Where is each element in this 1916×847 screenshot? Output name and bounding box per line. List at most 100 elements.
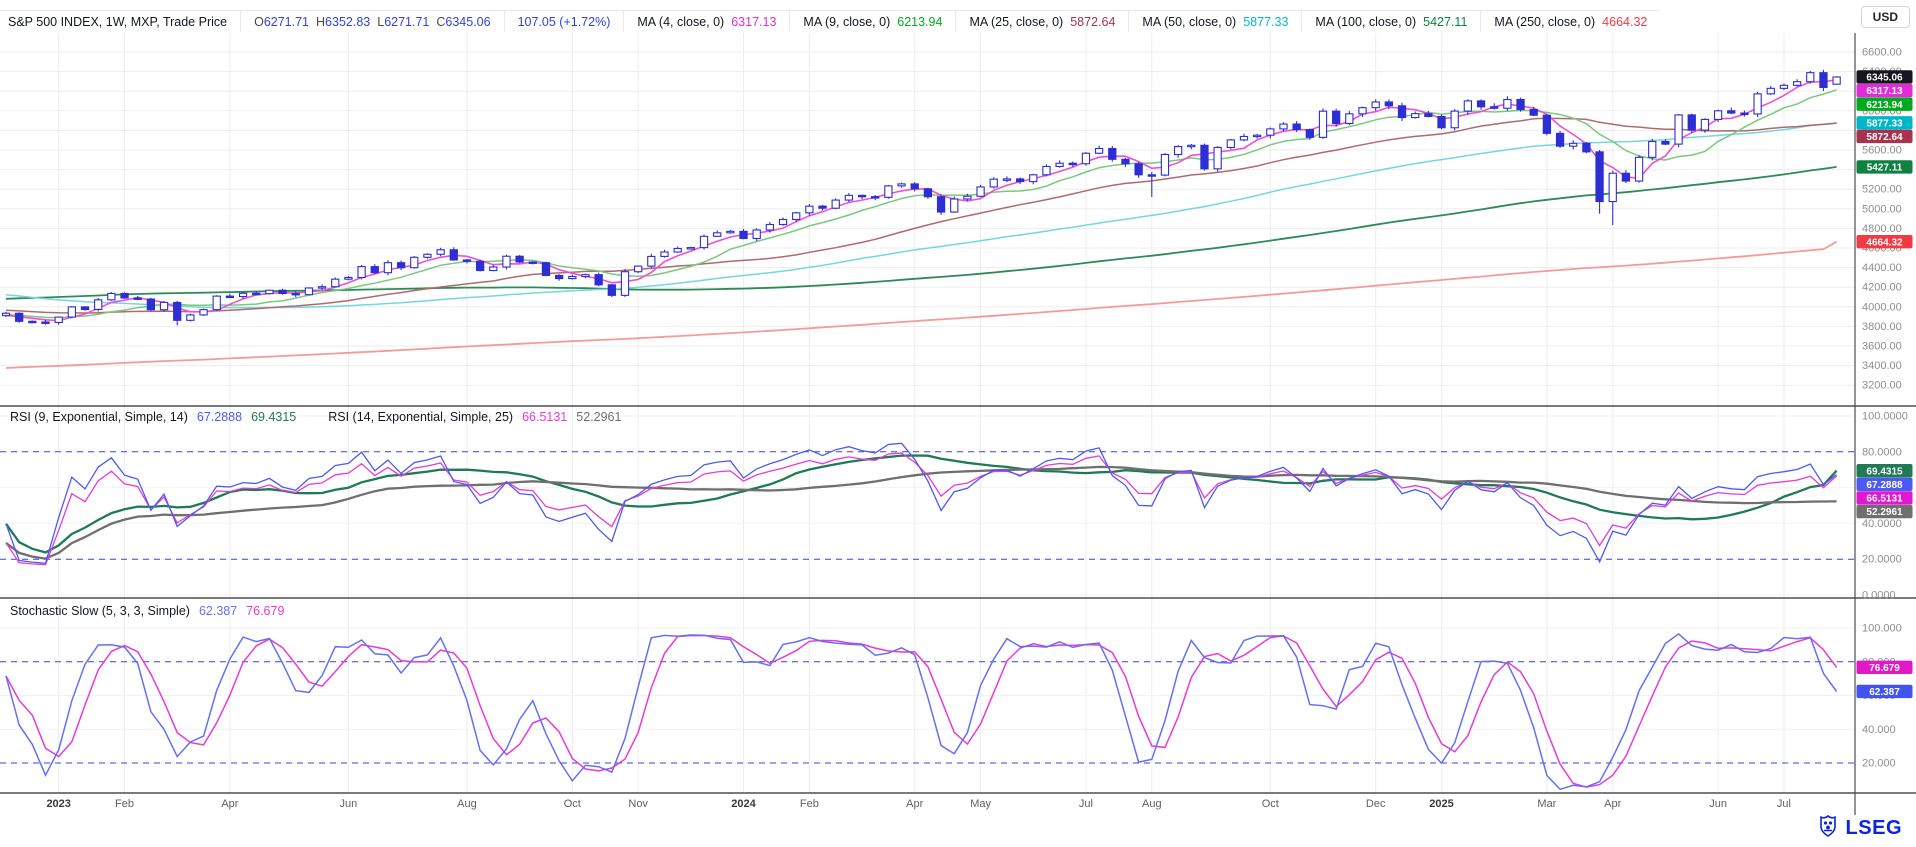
svg-text:62.387: 62.387 bbox=[1869, 687, 1900, 698]
candle bbox=[1173, 145, 1183, 158]
candle bbox=[357, 265, 366, 280]
rsi-9-line bbox=[5, 442, 1837, 564]
candle bbox=[317, 284, 327, 290]
axis-badge bbox=[1856, 160, 1913, 174]
stochastic-legend[interactable]: Stochastic Slow (5, 3, 3, Simple) 62.387… bbox=[10, 604, 284, 618]
candle bbox=[963, 193, 972, 202]
candle bbox=[1700, 118, 1710, 133]
candle bbox=[462, 259, 472, 264]
legend-ma-50[interactable]: MA (50, close, 0) 5877.33 bbox=[1128, 10, 1302, 32]
candle bbox=[1094, 145, 1104, 155]
ma-9-value: 6213.94 bbox=[897, 14, 943, 29]
candle bbox=[620, 269, 630, 297]
svg-text:20.0000: 20.0000 bbox=[1862, 554, 1902, 566]
candle bbox=[844, 193, 854, 203]
time-axis[interactable]: 2023 Feb Apr Jun Aug Oct Nov 2024 Feb Apr May Jul Au… bbox=[46, 798, 1791, 810]
candle bbox=[1608, 170, 1617, 225]
candle bbox=[1121, 157, 1130, 167]
time-axis-label: May bbox=[970, 798, 991, 810]
svg-text:76.679: 76.679 bbox=[1869, 663, 1900, 674]
candle bbox=[1555, 130, 1565, 148]
candle bbox=[1, 311, 11, 318]
legend-ma-100[interactable]: MA (100, close, 0) 5427.11 bbox=[1301, 10, 1481, 32]
time-axis-label: Nov bbox=[628, 798, 648, 810]
ma-250-value: 4664.32 bbox=[1602, 14, 1648, 29]
instrument-cell[interactable]: S&P 500 INDEX, 1W, MXP, Trade Price bbox=[0, 10, 241, 32]
stochastic-d-value: 76.679 bbox=[246, 604, 285, 618]
candle bbox=[80, 306, 90, 311]
candle bbox=[699, 234, 709, 250]
candle bbox=[1187, 143, 1196, 150]
candle bbox=[1424, 110, 1433, 118]
time-axis-label: Jun bbox=[1709, 798, 1727, 810]
candle bbox=[1358, 106, 1367, 117]
svg-text:4200.00: 4200.00 bbox=[1862, 282, 1902, 294]
candle bbox=[1239, 133, 1249, 142]
close-label: C bbox=[436, 14, 446, 29]
main-chart-legend[interactable]: S&P 500 INDEX, 1W, MXP, Trade Price O627… bbox=[0, 0, 1854, 32]
candle bbox=[225, 293, 235, 299]
candle bbox=[344, 275, 353, 281]
change-value: 107.05 (+1.72%) bbox=[517, 14, 611, 29]
price-axis-badges: 6345.06 6317.13 6213.94 5877.33 5872.64 5427.… bbox=[1856, 70, 1913, 699]
candle bbox=[1819, 69, 1828, 92]
legend-ma-250[interactable]: MA (250, close, 0) 4664.32 bbox=[1480, 10, 1661, 32]
candle bbox=[107, 292, 116, 301]
panel-dividers[interactable] bbox=[0, 33, 1916, 815]
time-axis-label: Aug bbox=[1142, 798, 1162, 810]
candle bbox=[1727, 107, 1736, 115]
lseg-crest-icon bbox=[1816, 814, 1840, 843]
candle bbox=[436, 247, 445, 257]
candle bbox=[1463, 99, 1473, 115]
ma-9-line bbox=[5, 89, 1837, 319]
candle bbox=[871, 195, 880, 201]
candle bbox=[910, 182, 919, 192]
candle bbox=[660, 249, 669, 258]
instrument-title: S&P 500 INDEX, 1W, MXP, Trade Price bbox=[8, 14, 228, 29]
ma-4-line bbox=[5, 78, 1837, 322]
legend-ma-25[interactable]: MA (25, close, 0) 5872.64 bbox=[955, 10, 1129, 32]
candle bbox=[1713, 109, 1723, 122]
candle bbox=[1595, 150, 1604, 214]
ma-50-value: 5877.33 bbox=[1243, 14, 1289, 29]
candle bbox=[976, 184, 985, 198]
rsi-legend[interactable]: RSI (9, Exponential, Simple, 14) 67.2888… bbox=[10, 410, 621, 424]
svg-text:0.0000: 0.0000 bbox=[1862, 590, 1896, 602]
svg-text:100.000: 100.000 bbox=[1862, 623, 1902, 635]
axis-badge bbox=[1856, 477, 1913, 492]
candle bbox=[1200, 143, 1209, 171]
candle bbox=[1397, 102, 1407, 121]
spacer bbox=[305, 410, 319, 424]
candle bbox=[1753, 92, 1762, 117]
candle bbox=[1661, 139, 1670, 146]
candle bbox=[502, 254, 511, 270]
candle bbox=[1068, 161, 1077, 167]
ma-50-line bbox=[5, 122, 1837, 309]
candle bbox=[1213, 146, 1222, 172]
candle bbox=[331, 277, 340, 288]
currency-button[interactable]: USD bbox=[1860, 6, 1910, 28]
ma-100-value: 5427.11 bbox=[1423, 14, 1468, 29]
candle bbox=[647, 253, 656, 269]
candle bbox=[1503, 96, 1512, 111]
candle bbox=[1332, 108, 1341, 127]
candle bbox=[897, 182, 906, 188]
time-axis-label: Feb bbox=[800, 798, 819, 810]
svg-text:5000.00: 5000.00 bbox=[1862, 203, 1902, 215]
legend-ma-4[interactable]: MA (4, close, 0) 6317.13 bbox=[623, 10, 790, 32]
change-cell: 107.05 (+1.72%) bbox=[503, 10, 624, 32]
svg-text:52.2961: 52.2961 bbox=[1866, 507, 1903, 518]
legend-ma-9[interactable]: MA (9, close, 0) 6213.94 bbox=[789, 10, 956, 32]
candle bbox=[713, 230, 722, 238]
axis-badge bbox=[1856, 234, 1913, 249]
candle bbox=[252, 290, 261, 296]
candle bbox=[1292, 121, 1301, 133]
candle bbox=[1740, 110, 1749, 117]
candle bbox=[159, 301, 169, 312]
ma-9-label: MA (9, close, 0) bbox=[803, 14, 891, 29]
candles-series bbox=[1, 69, 1841, 326]
candle bbox=[1621, 170, 1631, 184]
rsi-14-smooth-line bbox=[5, 465, 1837, 560]
ma-4-label: MA (4, close, 0) bbox=[637, 14, 725, 29]
